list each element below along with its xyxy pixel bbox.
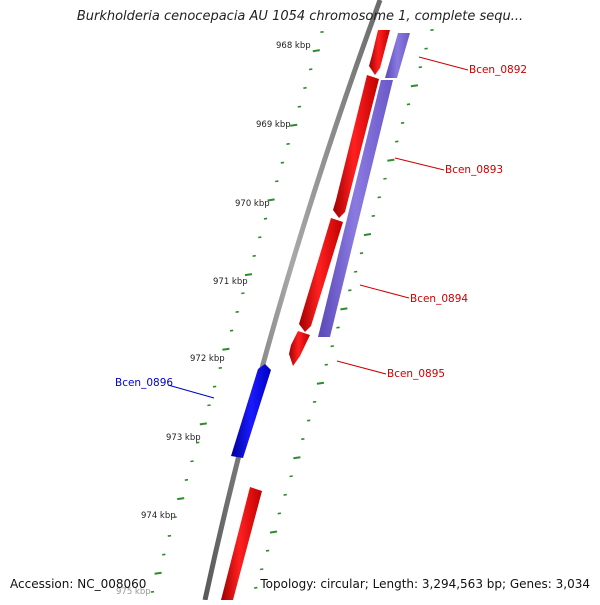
- ruler-tick: [340, 308, 347, 309]
- ruler-tick: [303, 88, 306, 89]
- ruler-tick: [360, 253, 363, 254]
- ruler-tick: [241, 293, 244, 294]
- ruler-tick: [245, 274, 252, 275]
- tick-label: 971 kbp: [213, 277, 248, 287]
- ruler-tick: [236, 312, 239, 313]
- ruler-ticks: [151, 30, 434, 592]
- forward-gene-track[interactable]: [221, 30, 390, 600]
- ruler-tick: [162, 554, 165, 555]
- ruler-tick: [298, 106, 301, 107]
- ruler-tick: [253, 256, 256, 257]
- ruler-tick: [290, 476, 293, 477]
- genome-backbone: [205, 0, 380, 600]
- genome-summary-text: Topology: circular; Length: 3,294,563 bp…: [260, 577, 590, 591]
- ruler-labels: 968 kbp 969 kbp 970 kbp 971 kbp 972 kbp …: [116, 41, 311, 597]
- gene-label[interactable]: Bcen_0893: [445, 164, 503, 176]
- gene-labels: Bcen_0892 Bcen_0893 Bcen_0894 Bcen_0895 …: [115, 64, 527, 389]
- ruler-tick: [222, 349, 229, 350]
- ruler-tick: [372, 216, 375, 217]
- ruler-tick: [254, 588, 257, 589]
- ruler-tick: [383, 179, 386, 180]
- ruler-tick: [278, 513, 281, 514]
- overlay-track[interactable]: [318, 33, 410, 337]
- ruler-tick: [270, 532, 277, 533]
- tick-label: 972 kbp: [190, 354, 225, 364]
- ruler-tick: [196, 442, 199, 443]
- ruler-tick: [395, 141, 398, 142]
- gene-bcen-0896[interactable]: [231, 364, 271, 458]
- overlay-segment[interactable]: [318, 80, 393, 337]
- gene-bcen-0895[interactable]: [289, 331, 310, 366]
- reverse-gene-track[interactable]: [231, 364, 271, 458]
- ruler-tick: [219, 368, 222, 369]
- ruler-tick: [407, 104, 410, 105]
- ruler-tick: [378, 197, 381, 198]
- ruler-tick: [185, 480, 188, 481]
- gene-label[interactable]: Bcen_0895: [387, 368, 445, 380]
- ruler-tick: [200, 423, 207, 424]
- ruler-tick: [190, 461, 193, 462]
- ruler-tick: [266, 550, 269, 551]
- gene-label[interactable]: Bcen_0896: [115, 377, 173, 389]
- ruler-tick: [401, 123, 404, 124]
- ruler-tick: [387, 160, 394, 161]
- ruler-tick: [313, 50, 320, 51]
- ruler-tick: [268, 199, 275, 200]
- ruler-tick: [301, 439, 304, 440]
- ruler-tick: [287, 144, 290, 145]
- ruler-tick: [264, 218, 267, 219]
- ruler-tick: [281, 162, 284, 163]
- ruler-tick: [331, 346, 334, 347]
- tick-label: 969 kbp: [256, 120, 291, 130]
- accession-text: Accession: NC_008060: [10, 577, 146, 591]
- ruler-tick: [336, 327, 339, 328]
- tick-label: 968 kbp: [276, 41, 311, 51]
- ruler-tick: [309, 69, 312, 70]
- ruler-tick: [177, 498, 184, 499]
- map-title: Burkholderia cenocepacia AU 1054 chromos…: [0, 9, 600, 24]
- tick-label: 970 kbp: [235, 199, 270, 209]
- tick-label: 974 kbp: [141, 511, 176, 521]
- gene-label[interactable]: Bcen_0892: [469, 64, 527, 76]
- ruler-tick: [354, 272, 357, 273]
- gene-bcen-0892[interactable]: [369, 30, 390, 75]
- ruler-tick: [174, 517, 177, 518]
- overlay-segment[interactable]: [385, 33, 410, 78]
- ruler-tick: [364, 234, 371, 235]
- ruler-tick: [293, 457, 300, 458]
- ruler-tick: [207, 405, 210, 406]
- ruler-tick: [348, 290, 351, 291]
- ruler-tick: [290, 125, 297, 126]
- ruler-tick: [317, 383, 324, 384]
- ruler-tick: [260, 569, 263, 570]
- ruler-tick: [155, 573, 162, 574]
- ruler-tick: [411, 85, 418, 86]
- tick-label: 973 kbp: [166, 433, 201, 443]
- ruler-tick: [419, 67, 422, 68]
- gene-label[interactable]: Bcen_0894: [410, 293, 468, 305]
- ruler-tick: [284, 495, 287, 496]
- label-leaders: [168, 57, 468, 398]
